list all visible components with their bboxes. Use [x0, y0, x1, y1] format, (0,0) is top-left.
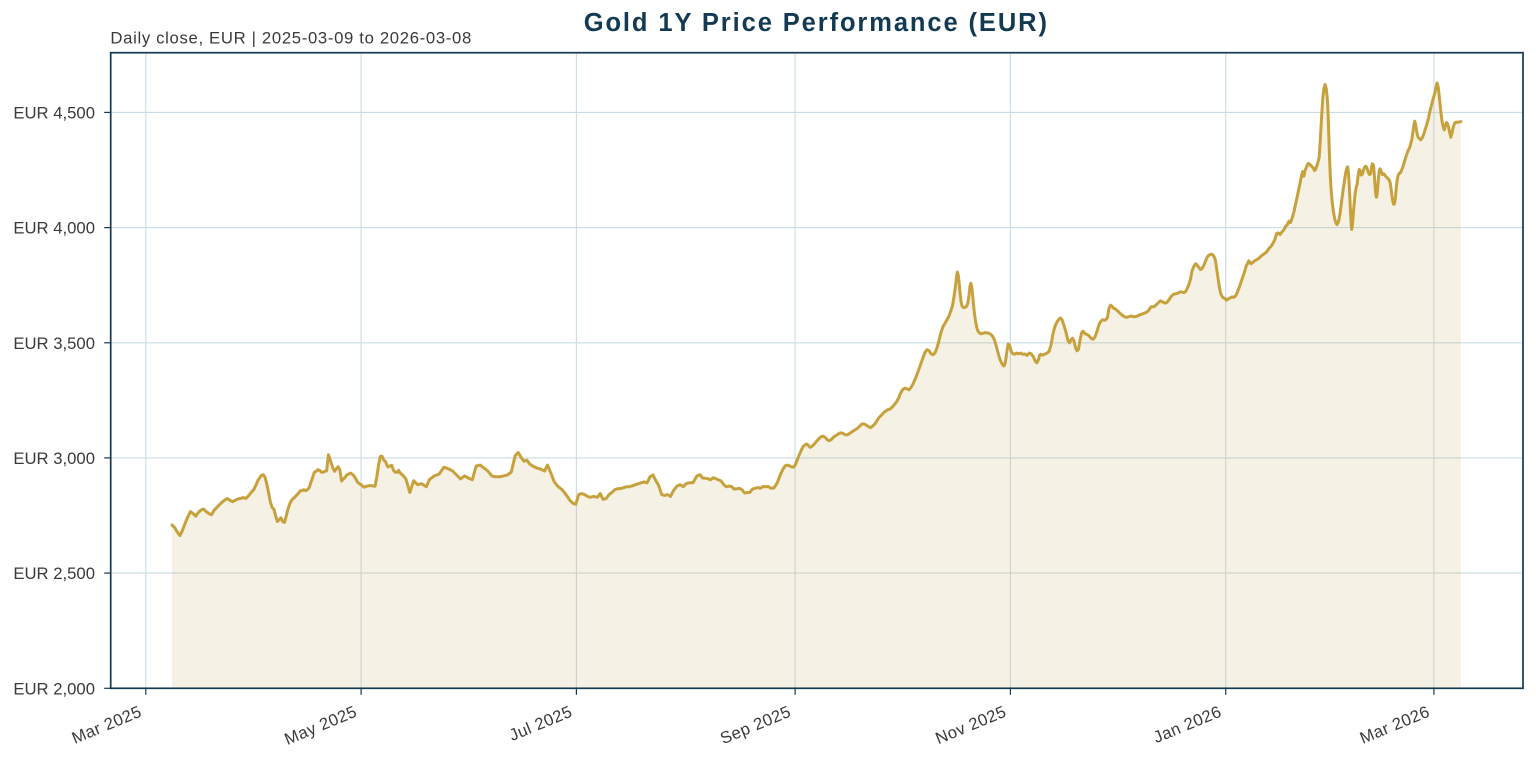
- svg-text:Mar 2026: Mar 2026: [1357, 702, 1432, 748]
- svg-text:EUR 2,000: EUR 2,000: [13, 679, 95, 698]
- svg-text:EUR 4,000: EUR 4,000: [13, 219, 95, 238]
- svg-text:EUR 4,500: EUR 4,500: [13, 103, 95, 122]
- svg-text:EUR 3,500: EUR 3,500: [13, 334, 95, 353]
- svg-text:Mar 2025: Mar 2025: [69, 702, 144, 748]
- svg-text:Jul 2025: Jul 2025: [506, 702, 575, 745]
- svg-text:EUR 2,500: EUR 2,500: [13, 564, 95, 583]
- svg-text:Nov 2025: Nov 2025: [933, 702, 1009, 748]
- svg-text:Daily close, EUR | 2025-03-09: Daily close, EUR | 2025-03-09 to 2026-03…: [110, 29, 472, 48]
- svg-text:May 2025: May 2025: [282, 702, 360, 749]
- svg-text:Jan 2026: Jan 2026: [1151, 702, 1225, 747]
- svg-text:EUR 3,000: EUR 3,000: [13, 449, 95, 468]
- svg-text:Gold 1Y Price Performance (EUR: Gold 1Y Price Performance (EUR): [584, 9, 1049, 37]
- svg-text:Sep 2025: Sep 2025: [717, 702, 793, 748]
